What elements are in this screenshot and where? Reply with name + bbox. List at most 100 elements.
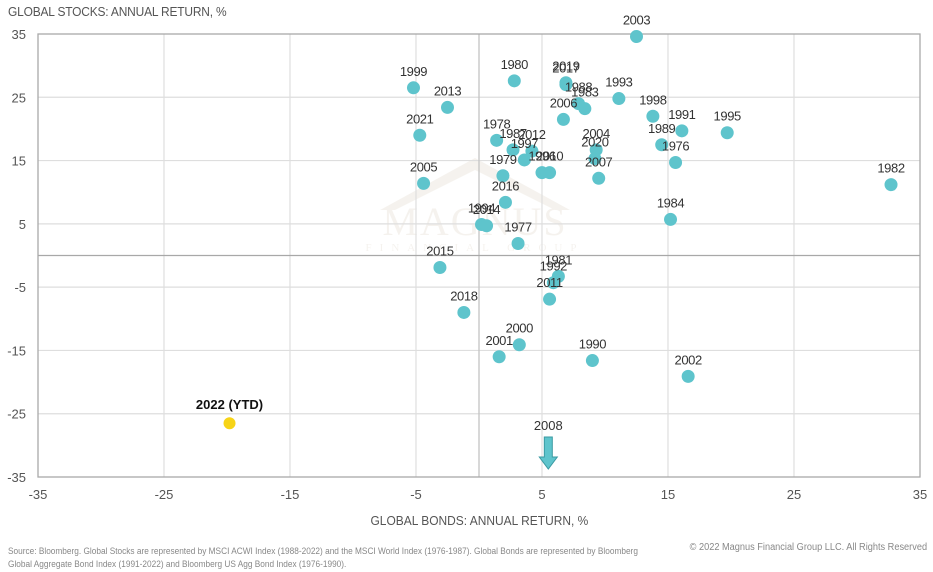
data-point-1992: [546, 276, 560, 290]
y-tick-label: 35: [12, 27, 26, 42]
data-point-2010: [543, 166, 557, 180]
x-axis-title: GLOBAL BONDS: ANNUAL RETURN, %: [370, 513, 589, 528]
offchart-label-2008: 2008: [534, 418, 563, 433]
data-label-1979: 1979: [489, 152, 516, 167]
data-label-2019: 2019: [552, 59, 579, 74]
data-label-2016: 2016: [492, 178, 519, 193]
data-label-2018: 2018: [450, 288, 477, 303]
data-label-2001: 2001: [485, 333, 512, 348]
data-point-1997: [517, 153, 531, 167]
y-tick-label: 5: [19, 217, 26, 232]
data-point-2018: [457, 305, 471, 319]
data-point-1987: [506, 143, 520, 157]
data-point-1998: [646, 109, 660, 123]
copyright-note: © 2022 Magnus Financial Group LLC. All R…: [689, 542, 927, 553]
data-point-1982: [884, 178, 898, 192]
data-point-1978: [490, 133, 504, 147]
data-point-1989: [655, 138, 669, 152]
plot-frame: [37, 33, 921, 478]
data-label-1993: 1993: [605, 75, 632, 90]
axes: [37, 33, 921, 478]
y-tick-label: -25: [7, 407, 26, 422]
data-point-2013: [441, 100, 454, 114]
x-tick-label: 35: [913, 487, 927, 502]
data-label-2017: 2017: [552, 61, 579, 76]
data-label-2013: 2013: [434, 83, 461, 98]
data-label-1989: 1989: [648, 121, 675, 136]
data-label-1996: 1996: [528, 149, 555, 164]
source-note: Source: Bloomberg. Global Stocks are rep…: [8, 545, 643, 571]
data-label-2006: 2006: [550, 95, 577, 110]
data-point-2005: [417, 176, 431, 190]
data-point-2002: [681, 369, 695, 383]
data-labels: 1976 1977 1978 1979 1980 1981 1982 1983 1984 1987…: [196, 13, 905, 433]
scatter-chart: -35 -25 -15 -5 5 15 25 35 35 25 15 5 -5 -15 -25 -35 197…: [7, 13, 927, 502]
data-point-1990: [585, 354, 599, 368]
data-label-1992: 1992: [540, 259, 567, 274]
data-point-2021: [413, 128, 427, 142]
source-line-1: Source: Bloomberg. Global Stocks are rep…: [8, 546, 638, 556]
data-point-2019: [559, 76, 573, 90]
data-label-1987: 1987: [499, 126, 526, 141]
data-label-1978: 1978: [483, 116, 510, 131]
highlight-point-2022: [223, 417, 236, 430]
highlight-label-2022: 2022 (YTD): [196, 397, 263, 412]
x-tick-label: 15: [661, 487, 675, 502]
data-point-1977: [511, 236, 525, 250]
tick-labels: -35 -25 -15 -5 5 15 25 35 35 25 15 5 -5 -15 -25 -35: [7, 27, 927, 502]
data-point-2012: [525, 144, 539, 158]
data-label-1995: 1995: [714, 109, 741, 124]
data-label-1988: 1988: [565, 80, 592, 95]
data-point-2001: [492, 350, 506, 364]
data-point-2016: [498, 195, 512, 209]
data-point-1993: [612, 92, 626, 106]
data-point-1984: [664, 212, 678, 226]
data-point-1988: [572, 97, 586, 111]
data-label-1983: 1983: [571, 85, 598, 100]
data-label-2021: 2021: [406, 111, 433, 126]
y-tick-label: 25: [12, 90, 26, 105]
y-axis-title: GLOBAL STOCKS: ANNUAL RETURN, %: [8, 4, 227, 19]
data-label-1980: 1980: [501, 57, 528, 72]
data-point-1976: [669, 155, 683, 169]
data-label-1981: 1981: [545, 252, 572, 267]
data-point-2007: [592, 171, 606, 185]
data-label-1999: 1999: [400, 64, 427, 79]
data-label-2015: 2015: [426, 244, 453, 259]
data-label-1976: 1976: [662, 138, 689, 153]
data-point-2020: [588, 152, 602, 166]
x-tick-label: -15: [281, 487, 300, 502]
data-point-2014: [480, 219, 494, 233]
data-label-1991: 1991: [668, 107, 695, 122]
data-points: [223, 30, 898, 470]
x-tick-label: -25: [155, 487, 174, 502]
down-arrow-icon: [538, 436, 559, 470]
data-label-1997: 1997: [511, 136, 538, 151]
data-label-1984: 1984: [657, 195, 684, 210]
data-point-2015: [433, 261, 447, 275]
data-point-1980: [507, 74, 521, 88]
data-point-2011: [543, 292, 557, 306]
x-tick-label: 5: [538, 487, 545, 502]
data-point-2006: [556, 112, 570, 126]
data-label-2014: 2014: [473, 202, 500, 217]
x-tick-label: -35: [29, 487, 48, 502]
data-label-2000: 2000: [506, 321, 533, 336]
data-label-1994: 1994: [468, 200, 495, 215]
data-label-2007: 2007: [585, 154, 612, 169]
data-label-2012: 2012: [518, 127, 545, 142]
data-label-2011: 2011: [536, 275, 563, 290]
y-tick-label: -35: [7, 470, 26, 485]
data-point-1991: [675, 124, 689, 138]
data-label-2004: 2004: [583, 126, 610, 141]
data-point-2000: [512, 338, 526, 352]
data-point-1999: [406, 81, 420, 95]
data-label-2003: 2003: [623, 13, 650, 28]
y-tick-label: -15: [7, 343, 26, 358]
data-point-1995: [720, 126, 734, 140]
data-label-1998: 1998: [639, 92, 666, 107]
y-tick-label: -5: [14, 280, 26, 295]
data-point-1979: [496, 169, 510, 183]
data-label-2010: 2010: [536, 149, 563, 164]
x-tick-label: -5: [410, 487, 422, 502]
